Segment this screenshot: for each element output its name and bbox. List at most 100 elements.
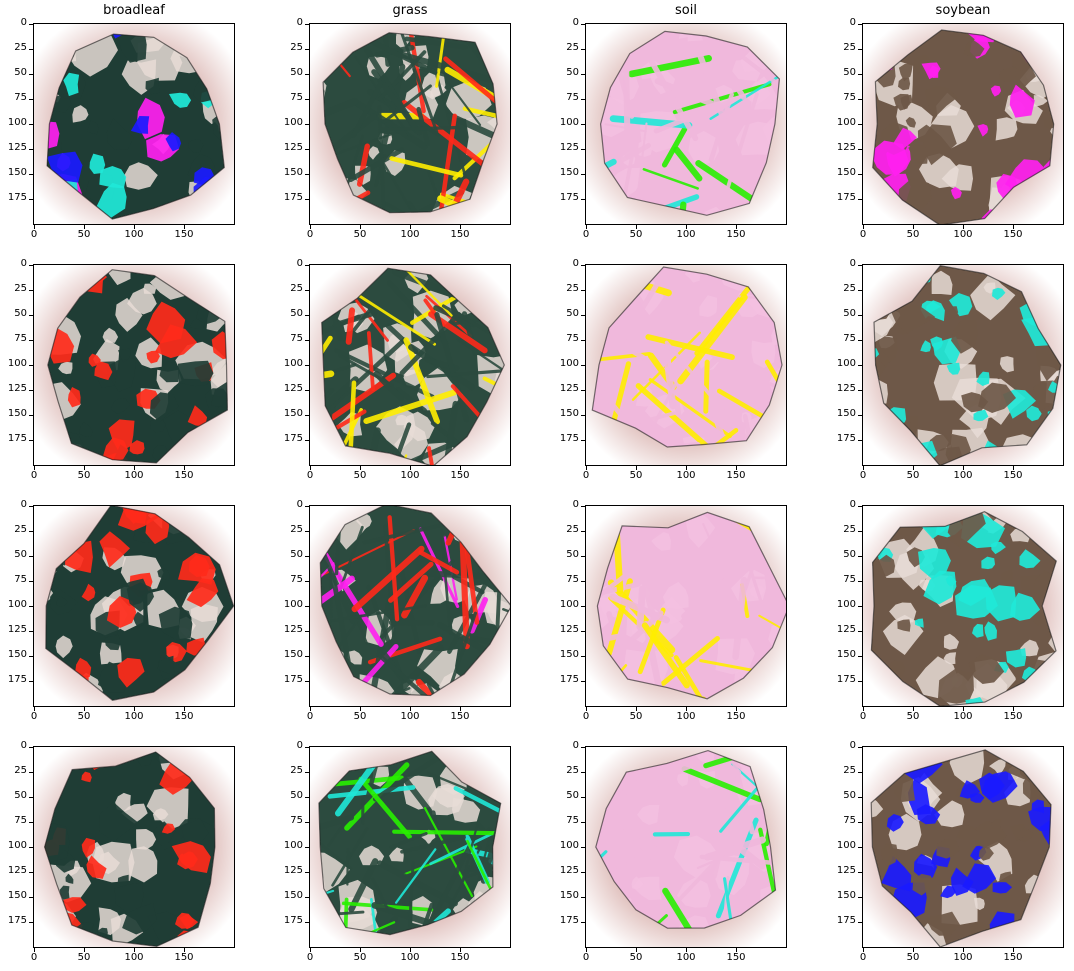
y-tick-mark [581,922,585,923]
x-tick-label: 100 [676,470,696,481]
x-tick-label: 100 [124,470,144,481]
x-tick-label: 100 [676,229,696,240]
y-tick-label: 175 [836,192,856,203]
x-tick-label: 150 [1003,711,1023,722]
x-tick-label: 50 [629,470,643,481]
y-tick-mark [305,897,309,898]
y-tick-label: 150 [559,649,579,660]
x-tick-label: 0 [30,711,38,722]
x-tick-label: 100 [953,952,973,963]
y-tick-label: 75 [843,574,856,585]
y-tick-label: 150 [7,649,27,660]
y-tick-mark [858,99,862,100]
y-tick-mark [581,872,585,873]
y-tick-mark [29,340,33,341]
y-tick-mark [858,531,862,532]
x-tick-mark [184,948,185,952]
x-tick-label: 100 [124,229,144,240]
x-tick-mark [963,707,964,711]
x-tick-mark [84,707,85,711]
y-tick-label: 100 [559,840,579,851]
y-tick-label: 125 [7,383,27,394]
y-tick-mark [305,149,309,150]
y-tick-label: 75 [14,92,27,103]
panel-soil-row-2: 0 25 50 75 100 125 150 175 0 50 100 150 [560,258,787,481]
x-tick-mark [963,225,964,229]
y-tick-mark [858,922,862,923]
y-tick-mark [29,415,33,416]
patch-image [310,265,510,465]
y-tick-mark [858,681,862,682]
y-tick-mark [305,365,309,366]
x-tick-label: 0 [306,470,314,481]
y-tick-label: 50 [290,67,303,78]
x-tick-label: 50 [906,711,920,722]
y-tick-mark [581,315,585,316]
y-tick-mark [305,506,309,507]
x-tick-mark [134,707,135,711]
x-tick-mark [736,707,737,711]
y-tick-mark [305,74,309,75]
x-tick-mark [184,466,185,470]
x-tick-mark [863,948,864,952]
y-tick-mark [858,74,862,75]
image-plot [33,505,235,707]
x-tick-label: 150 [450,229,470,240]
y-tick-mark [858,556,862,557]
x-tick-mark [34,466,35,470]
y-tick-mark [581,656,585,657]
y-tick-mark [29,74,33,75]
y-tick-label: 25 [290,765,303,776]
image-plot [862,746,1064,948]
y-tick-mark [29,440,33,441]
patch-image [34,265,234,465]
y-tick-label: 50 [14,790,27,801]
image-plot [309,23,511,225]
y-tick-label: 25 [290,42,303,53]
y-tick-mark [581,606,585,607]
x-tick-label: 50 [77,952,91,963]
x-tick-mark [913,948,914,952]
panel-soybean-row-4: 0 25 50 75 100 125 150 175 0 50 100 150 [837,740,1064,963]
y-tick-mark [29,897,33,898]
y-tick-mark [305,24,309,25]
x-tick-mark [913,466,914,470]
y-tick-mark [581,290,585,291]
x-tick-mark [686,225,687,229]
y-tick-mark [581,74,585,75]
y-tick-label: 125 [7,624,27,635]
x-tick-label: 0 [306,711,314,722]
y-tick-label: 25 [566,42,579,53]
y-tick-mark [29,581,33,582]
y-tick-mark [29,24,33,25]
y-tick-mark [858,149,862,150]
y-tick-mark [29,822,33,823]
image-plot [33,23,235,225]
patch-image [34,24,234,224]
x-tick-mark [460,466,461,470]
x-tick-mark [863,225,864,229]
y-tick-label: 175 [559,433,579,444]
y-tick-label: 175 [559,674,579,685]
image-plot [585,746,787,948]
y-tick-label: 25 [843,524,856,535]
y-tick-label: 150 [283,408,303,419]
patch-image [863,24,1063,224]
y-tick-mark [858,49,862,50]
y-tick-mark [581,440,585,441]
y-tick-mark [29,606,33,607]
y-tick-label: 175 [283,915,303,926]
y-tick-label: 50 [290,308,303,319]
y-tick-mark [29,365,33,366]
x-tick-label: 0 [859,711,867,722]
x-tick-mark [863,707,864,711]
x-tick-label: 150 [174,229,194,240]
y-tick-label: 125 [283,142,303,153]
y-tick-mark [858,265,862,266]
y-tick-label: 75 [290,333,303,344]
y-tick-mark [305,772,309,773]
y-tick-mark [305,265,309,266]
y-tick-mark [858,631,862,632]
y-tick-mark [581,506,585,507]
y-tick-label: 175 [7,915,27,926]
